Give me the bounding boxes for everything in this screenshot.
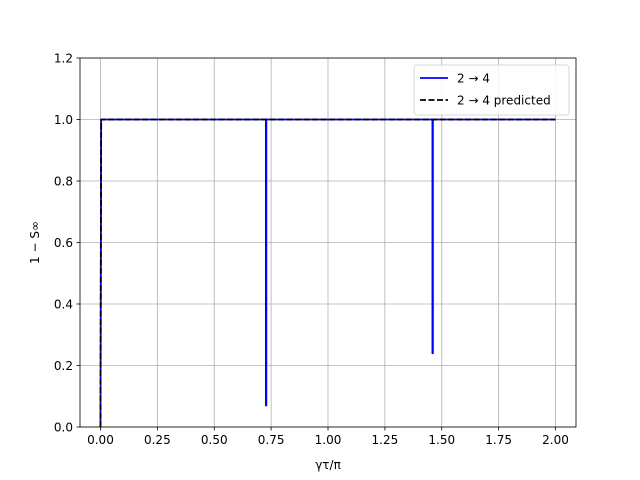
y-tick-label: 0.2: [54, 359, 73, 373]
x-tick-label: 1.50: [428, 433, 455, 447]
y-tick-label: 0.0: [54, 420, 73, 434]
x-tick-label: 0.00: [87, 433, 114, 447]
x-tick-label: 1.00: [315, 433, 342, 447]
legend: 2 → 4 2 → 4 predicted: [413, 64, 570, 116]
series-layer: [99, 118, 556, 428]
y-tick-label: 1.0: [54, 113, 73, 127]
legend-label-1: 2 → 4: [457, 71, 490, 85]
y-axis-label: 1 − S∞: [28, 221, 42, 264]
y-tick-label: 1.2: [54, 51, 73, 65]
x-tick-label: 2.00: [542, 433, 569, 447]
series-line-2: [99, 118, 556, 428]
x-tick-label: 0.50: [201, 433, 228, 447]
x-axis-label: γτ/π: [315, 458, 341, 472]
x-tick-label: 0.25: [144, 433, 171, 447]
x-tick-label: 0.75: [258, 433, 285, 447]
ticks: 0.00 0.25 0.50 0.75 1.00 1.25 1.50 1.75 2.00 0.0 0…: [54, 51, 569, 447]
x-tick-label: 1.75: [485, 433, 512, 447]
legend-box: [413, 64, 570, 116]
y-tick-label: 0.4: [54, 297, 73, 311]
legend-label-2: 2 → 4 predicted: [457, 93, 551, 107]
x-tick-label: 1.25: [372, 433, 399, 447]
y-tick-label: 0.8: [54, 174, 73, 188]
y-tick-label: 0.6: [54, 236, 73, 250]
